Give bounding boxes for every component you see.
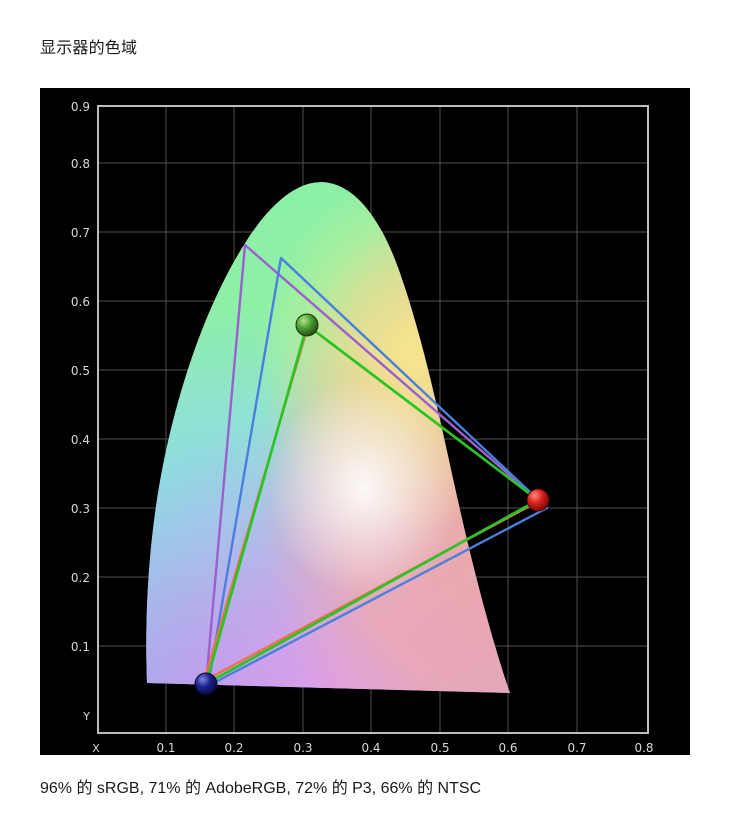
svg-text:0.5: 0.5 [71, 364, 90, 378]
svg-text:0.7: 0.7 [567, 741, 586, 755]
svg-text:Y: Y [82, 710, 90, 723]
plot-frame [97, 105, 649, 734]
svg-text:0.6: 0.6 [71, 295, 90, 309]
svg-text:0.5: 0.5 [430, 741, 449, 755]
x-axis: X 0.1 0.2 0.3 0.4 0.5 0.6 0.7 0.8 [92, 741, 653, 755]
svg-text:0.2: 0.2 [224, 741, 243, 755]
page-title: 显示器的色域 [40, 40, 138, 57]
chart-canvas: 0.9 0.8 0.7 0.6 0.5 0.4 0.3 0.2 0.1 Y X … [40, 88, 690, 755]
blue-primary-marker [194, 672, 218, 696]
svg-text:X: X [92, 742, 100, 755]
green-primary-marker [295, 313, 319, 337]
svg-text:0.7: 0.7 [71, 226, 90, 240]
svg-text:0.1: 0.1 [156, 741, 175, 755]
svg-text:0.1: 0.1 [71, 640, 90, 654]
svg-text:0.8: 0.8 [71, 157, 90, 171]
series-p3-triangle [206, 256, 549, 688]
gamut-coverage-caption: 96% 的 sRGB, 71% 的 AdobeRGB, 72% 的 P3, 66… [40, 780, 482, 797]
y-axis: 0.9 0.8 0.7 0.6 0.5 0.4 0.3 0.2 0.1 Y [71, 100, 90, 723]
svg-text:0.3: 0.3 [71, 502, 90, 516]
svg-text:0.4: 0.4 [361, 741, 380, 755]
chromaticity-chart: 0.9 0.8 0.7 0.6 0.5 0.4 0.3 0.2 0.1 Y X … [40, 88, 690, 755]
gamut-vertex-markers [194, 313, 550, 696]
svg-text:0.2: 0.2 [71, 571, 90, 585]
svg-text:0.6: 0.6 [498, 741, 517, 755]
series-measured-triangle [204, 323, 540, 686]
svg-text:0.3: 0.3 [293, 741, 312, 755]
svg-text:0.8: 0.8 [634, 741, 653, 755]
red-primary-marker [526, 488, 550, 512]
svg-text:0.9: 0.9 [71, 100, 90, 114]
svg-text:0.4: 0.4 [71, 433, 90, 447]
